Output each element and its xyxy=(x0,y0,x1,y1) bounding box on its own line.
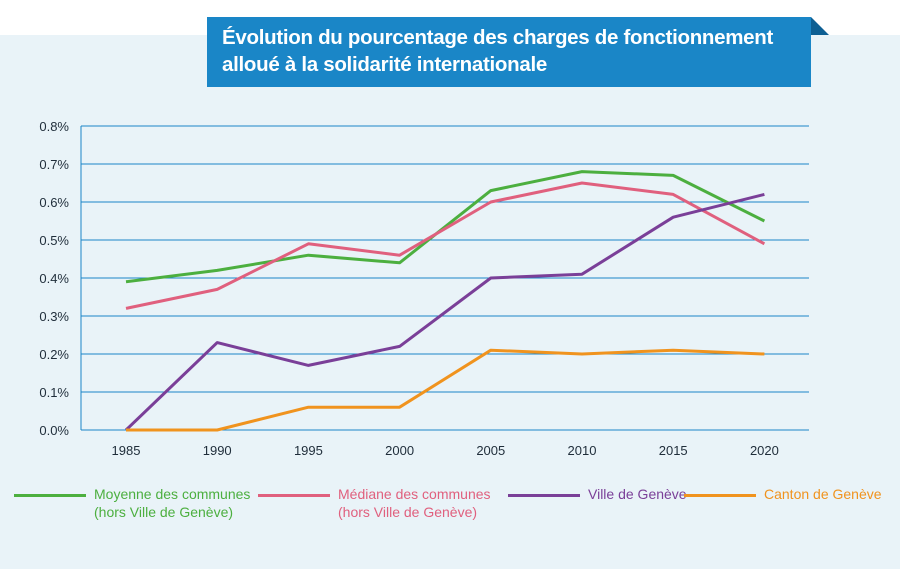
y-tick-label: 0.6% xyxy=(39,195,69,210)
series-line-1 xyxy=(125,181,766,310)
chart-title-line-1: Évolution du pourcentage des charges de … xyxy=(222,26,774,49)
legend-item: Médiane des communes (hors Ville de Genè… xyxy=(258,485,491,521)
y-tick-label: 0.0% xyxy=(39,423,69,438)
y-tick-label: 0.1% xyxy=(39,385,69,400)
y-tick-label: 0.2% xyxy=(39,347,69,362)
legend-label: Médiane des communes (hors Ville de Genè… xyxy=(338,486,491,520)
legend-swatch xyxy=(684,494,756,497)
title-banner xyxy=(207,17,811,87)
y-axis-ticks: 0.0% 0.1% 0.2% 0.3% 0.4% 0.5% 0.6% 0.7% 0.8% xyxy=(39,119,69,438)
y-tick-label: 0.5% xyxy=(39,233,69,248)
x-tick-label: 2005 xyxy=(476,443,505,458)
legend-label: Moyenne des communes (hors Ville de Genè… xyxy=(94,486,251,520)
series-lines xyxy=(124,170,766,432)
legend-item: Ville de Genève xyxy=(508,485,687,503)
legend-item: Moyenne des communes (hors Ville de Genè… xyxy=(14,485,250,521)
x-tick-label: 2000 xyxy=(385,443,414,458)
series-line-3 xyxy=(126,348,765,432)
title-banner-fold xyxy=(811,17,829,35)
legend-item: Canton de Genève xyxy=(684,485,882,503)
x-tick-label: 2020 xyxy=(750,443,779,458)
y-tick-label: 0.7% xyxy=(39,157,69,172)
x-axis-ticks: 1985 1990 1995 2000 2005 2010 2015 2020 xyxy=(112,443,779,458)
legend-swatch xyxy=(14,494,86,497)
legend-swatch xyxy=(258,494,330,497)
series-line-0 xyxy=(125,170,766,284)
y-tick-label: 0.3% xyxy=(39,309,69,324)
legend-label: Canton de Genève xyxy=(764,486,882,502)
legend-swatch xyxy=(508,494,580,497)
y-tick-label: 0.4% xyxy=(39,271,69,286)
x-tick-label: 2015 xyxy=(659,443,688,458)
line-chart: 0.0% 0.1% 0.2% 0.3% 0.4% 0.5% 0.6% 0.7% 0.8% 198… xyxy=(39,119,809,458)
x-tick-label: 2010 xyxy=(568,443,597,458)
chart-title-line-2: alloué à la solidarité internationale xyxy=(222,53,547,76)
x-tick-label: 1995 xyxy=(294,443,323,458)
legend-label: Ville de Genève xyxy=(588,486,687,502)
series-line-2 xyxy=(124,192,765,432)
chart-title: Évolution du pourcentage des charges de … xyxy=(222,24,807,78)
y-tick-label: 0.8% xyxy=(39,119,69,134)
x-tick-label: 1985 xyxy=(112,443,141,458)
x-tick-label: 1990 xyxy=(203,443,232,458)
gridlines xyxy=(80,125,809,431)
